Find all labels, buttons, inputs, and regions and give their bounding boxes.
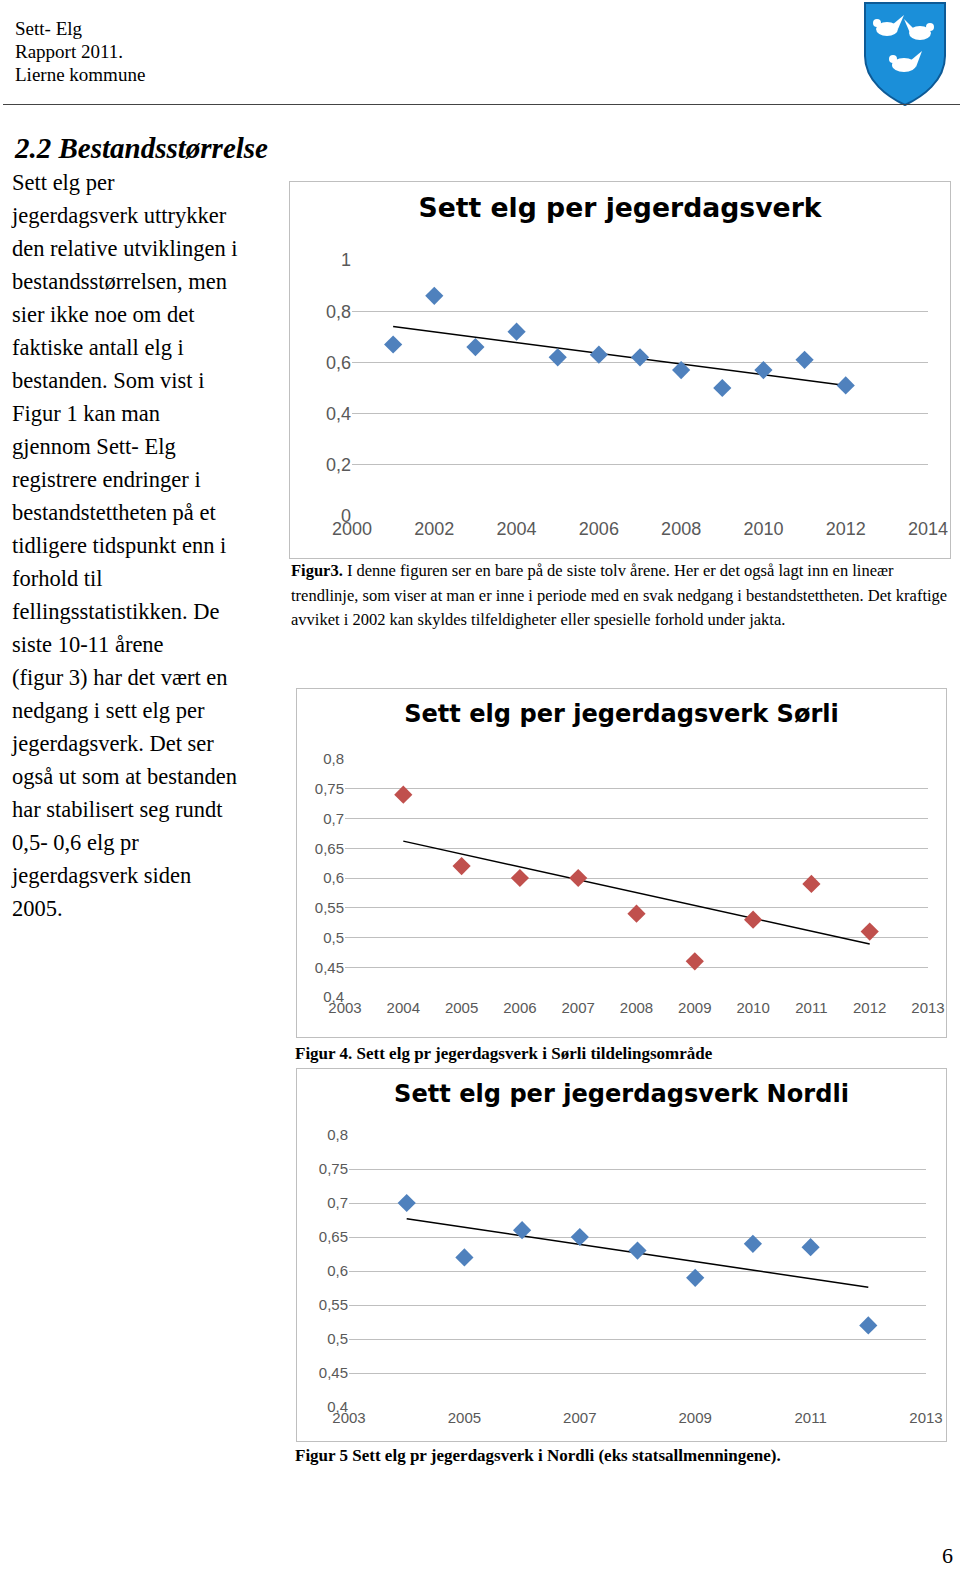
html-text:forhold til: forhold til [12,566,103,591]
svg-text:1: 1 [341,250,351,270]
svg-text:0,55: 0,55 [315,899,344,916]
svg-text:Sett elg per jegerdagsverk: Sett elg per jegerdagsverk [418,192,822,223]
svg-text:0,2: 0,2 [326,455,351,475]
svg-text:2006: 2006 [503,999,536,1016]
html-text:nedgang i sett elg per: nedgang i sett elg per [12,698,205,723]
html-text:Figur 5 Sett elg pr jegerdagsv: Figur 5 Sett elg pr jegerdagsverk i Nord… [295,1446,781,1465]
svg-text:0,8: 0,8 [327,1126,348,1143]
svg-text:2002: 2002 [414,519,454,539]
svg-text:0,7: 0,7 [323,810,344,827]
svg-text:2009: 2009 [678,999,711,1016]
svg-text:0,4: 0,4 [326,404,351,424]
svg-text:2010: 2010 [743,519,783,539]
svg-text:2008: 2008 [620,999,653,1016]
svg-text:0,45: 0,45 [315,959,344,976]
html-text:bestandsstørrelsen, men: bestandsstørrelsen, men [12,269,227,294]
html-text:Figur 4. Sett elg pr jegerdags: Figur 4. Sett elg pr jegerdagsverk i Sør… [295,1044,713,1063]
html-text:registrere endringer i: registrere endringer i [12,467,201,492]
svg-text:2004: 2004 [497,519,537,539]
svg-text:2008: 2008 [661,519,701,539]
svg-text:2013: 2013 [909,1409,942,1426]
svg-text:Sett elg per jegerdagsverk Nor: Sett elg per jegerdagsverk Nordli [394,1080,849,1108]
html-text:fellingsstatistikken. De: fellingsstatistikken. De [12,599,220,624]
svg-text:0,45: 0,45 [319,1364,348,1381]
html-text:den relative utviklingen i: den relative utviklingen i [12,236,238,261]
svg-text:0,75: 0,75 [319,1160,348,1177]
svg-text:0,5: 0,5 [323,929,344,946]
html-text:Figur3. I denne figuren ser en: Figur3. I denne figuren ser en bare på d… [291,561,948,629]
svg-text:2013: 2013 [911,999,944,1016]
svg-text:0,75: 0,75 [315,780,344,797]
svg-text:2014: 2014 [908,519,948,539]
svg-text:2004: 2004 [387,999,420,1016]
html-text:jegerdagsverk siden: jegerdagsverk siden [12,863,192,888]
svg-text:0,4: 0,4 [323,988,344,1005]
svg-text:Sett elg per jegerdagsverk Sør: Sett elg per jegerdagsverk Sørli [404,700,839,728]
svg-text:2006: 2006 [579,519,619,539]
svg-text:2007: 2007 [562,999,595,1016]
svg-text:2010: 2010 [736,999,769,1016]
svg-text:0,7: 0,7 [327,1194,348,1211]
svg-text:0,6: 0,6 [326,353,351,373]
svg-text:2003: 2003 [328,999,361,1016]
html-text:siste 10-11 årene: siste 10-11 årene [12,632,164,657]
svg-text:2005: 2005 [448,1409,481,1426]
svg-text:0,5: 0,5 [327,1330,348,1347]
svg-text:2000: 2000 [332,519,372,539]
svg-text:2012: 2012 [826,519,866,539]
html-text:0,5- 0,6 elg pr: 0,5- 0,6 elg pr [12,830,139,855]
svg-text:0,8: 0,8 [323,750,344,767]
svg-text:2009: 2009 [679,1409,712,1426]
html-text:faktiske antall elg i: faktiske antall elg i [12,335,184,360]
svg-text:0: 0 [341,506,351,526]
html-text:jegerdagsverk uttrykker: jegerdagsverk uttrykker [12,203,227,228]
html-text:Sett elg per: Sett elg per [12,170,115,195]
svg-text:2007: 2007 [563,1409,596,1426]
html-text:bestandstettheten på et: bestandstettheten på et [12,500,216,525]
html-text:Lierne kommune: Lierne kommune [15,64,146,85]
svg-text:2011: 2011 [795,999,827,1016]
html-text:gjennom Sett- Elg: gjennom Sett- Elg [12,434,176,459]
html-text:2005.: 2005. [12,896,63,921]
svg-text:0,8: 0,8 [326,302,351,322]
html-text:(figur 3) har det vært en: (figur 3) har det vært en [12,665,228,690]
svg-text:2011: 2011 [794,1409,826,1426]
html-text:Sett- Elg: Sett- Elg [15,18,82,39]
svg-text:0,4: 0,4 [327,1398,348,1415]
html-text:6: 6 [942,1543,953,1568]
svg-text:0,65: 0,65 [315,840,344,857]
html-text:2.2 Bestandsstørrelse: 2.2 Bestandsstørrelse [15,132,268,164]
html-text:har stabilisert seg rundt: har stabilisert seg rundt [12,797,223,822]
svg-text:0,65: 0,65 [319,1228,348,1245]
html-text:tidligere tidspunkt enn i: tidligere tidspunkt enn i [12,533,227,558]
svg-text:2005: 2005 [445,999,478,1016]
svg-text:0,55: 0,55 [319,1296,348,1313]
svg-text:0,6: 0,6 [327,1262,348,1279]
html-text:bestanden. Som vist i: bestanden. Som vist i [12,368,205,393]
svg-text:2012: 2012 [853,999,886,1016]
html-text:jegerdagsverk. Det ser: jegerdagsverk. Det ser [12,731,214,756]
svg-text:2003: 2003 [332,1409,365,1426]
html-text:Rapport 2011.: Rapport 2011. [15,41,123,62]
html-text:sier ikke noe om det: sier ikke noe om det [12,302,195,327]
html-text:også ut som at bestanden: også ut som at bestanden [12,764,237,789]
html-text:Figur 1 kan man: Figur 1 kan man [12,401,161,426]
svg-text:0,6: 0,6 [323,869,344,886]
